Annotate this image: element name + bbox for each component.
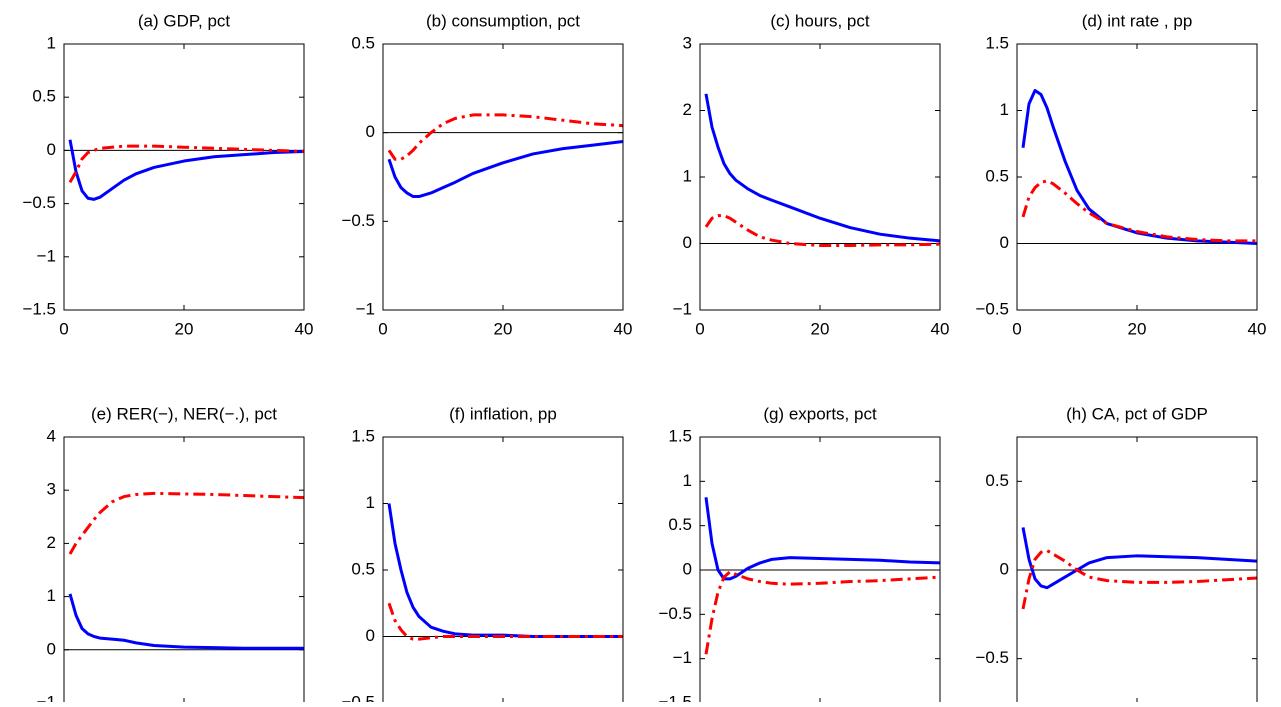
- series-line: [1021, 179, 1257, 243]
- y-tick-label: 1: [683, 166, 692, 185]
- series-line: [704, 93, 941, 243]
- y-tick-label: −1.5: [22, 299, 56, 318]
- subplot-title: (a) GDP, pct: [138, 11, 231, 30]
- x-tick-label: 0: [1012, 319, 1021, 338]
- x-tick-label: 40: [1248, 319, 1267, 338]
- y-tick-label: −0.5: [341, 692, 375, 702]
- y-tick-label: 2: [683, 100, 692, 119]
- x-tick-label: 20: [1128, 319, 1147, 338]
- subplot-title: (b) consumption, pct: [426, 11, 580, 30]
- y-tick-label: 0.5: [32, 87, 56, 106]
- series-line: [387, 602, 623, 641]
- axes-frame: [699, 43, 941, 311]
- y-tick-label: 0.5: [351, 559, 375, 578]
- y-tick-label: 0.5: [351, 33, 375, 52]
- series-line: [68, 593, 304, 650]
- subplot-title: (f) inflation, pp: [449, 404, 557, 423]
- y-tick-label: 0.5: [985, 166, 1009, 185]
- y-tick-label: −0.5: [22, 193, 56, 212]
- x-tick-label: 40: [295, 319, 314, 338]
- y-tick-label: 1: [47, 586, 56, 605]
- y-tick-label: 1: [1000, 100, 1009, 119]
- subplot-title: (d) int rate , pp: [1082, 11, 1193, 30]
- y-tick-label: 0.5: [668, 515, 692, 534]
- x-tick-label: 0: [59, 319, 68, 338]
- y-tick-label: 3: [683, 33, 692, 52]
- y-tick-label: −0.5: [975, 299, 1009, 318]
- x-tick-label: 20: [175, 319, 194, 338]
- series-line: [387, 503, 623, 638]
- x-tick-label: 40: [614, 319, 633, 338]
- x-tick-label: 20: [494, 319, 513, 338]
- y-tick-label: 1.5: [985, 33, 1009, 52]
- y-tick-label: 1.5: [351, 426, 375, 445]
- x-tick-label: 0: [378, 319, 387, 338]
- x-tick-label: 0: [695, 319, 704, 338]
- y-tick-label: −0.5: [975, 648, 1009, 667]
- y-tick-label: 0: [366, 626, 375, 645]
- axes-frame: [1016, 43, 1258, 311]
- series-line: [704, 570, 941, 655]
- y-tick-label: 0: [1000, 233, 1009, 252]
- subplot-title: (g) exports, pct: [763, 404, 877, 423]
- y-tick-label: −1.5: [658, 692, 692, 702]
- axes-frame: [382, 43, 624, 311]
- series-line: [387, 113, 624, 161]
- x-tick-label: 20: [811, 319, 830, 338]
- y-tick-label: −0.5: [658, 604, 692, 623]
- y-tick-label: −1: [356, 299, 375, 318]
- y-tick-label: −1: [673, 299, 692, 318]
- y-tick-label: 0: [47, 639, 56, 658]
- series-line: [1021, 89, 1258, 245]
- series-line: [387, 140, 624, 199]
- subplot-title: (e) RER(−), NER(−.), pct: [91, 404, 277, 423]
- y-tick-label: −1: [673, 648, 692, 667]
- y-tick-label: 1: [47, 33, 56, 52]
- series-line: [68, 491, 305, 555]
- y-tick-label: −1: [37, 692, 56, 702]
- series-line: [68, 139, 305, 201]
- axes-frame: [63, 436, 305, 704]
- y-tick-label: 1.5: [668, 426, 692, 445]
- y-tick-label: 4: [47, 426, 56, 445]
- series-line: [68, 144, 305, 184]
- y-tick-label: 3: [47, 480, 56, 499]
- subplot-title: (c) hours, pct: [770, 11, 869, 30]
- y-tick-label: 2: [47, 533, 56, 552]
- y-tick-label: 0.5: [985, 471, 1009, 490]
- y-tick-label: 0: [683, 559, 692, 578]
- subplot-title: (h) CA, pct of GDP: [1066, 404, 1208, 423]
- y-tick-label: −1: [37, 246, 56, 265]
- y-tick-label: 1: [366, 493, 375, 512]
- axes-frame: [382, 436, 624, 704]
- y-tick-label: 0: [1000, 559, 1009, 578]
- axes-frame: [63, 43, 305, 311]
- x-tick-label: 40: [931, 319, 950, 338]
- series-line: [1021, 548, 1258, 610]
- y-tick-label: 0: [47, 140, 56, 159]
- series-line: [704, 497, 941, 581]
- y-tick-label: −0.5: [341, 211, 375, 230]
- y-tick-label: 1: [683, 471, 692, 490]
- y-tick-label: 0: [683, 233, 692, 252]
- y-tick-label: 0: [366, 122, 375, 141]
- series-line: [704, 214, 941, 247]
